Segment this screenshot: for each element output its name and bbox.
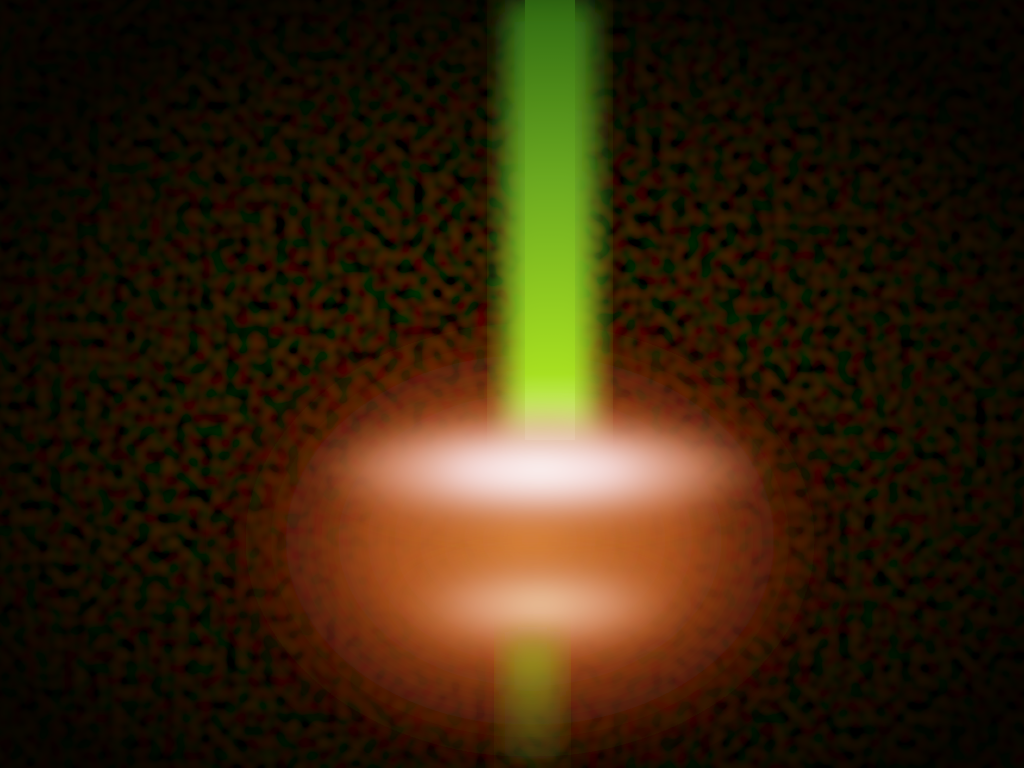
- jet-core: [525, 0, 575, 440]
- lower-lobe: [390, 555, 690, 655]
- lower-jet: [505, 640, 560, 768]
- disk: [310, 410, 770, 530]
